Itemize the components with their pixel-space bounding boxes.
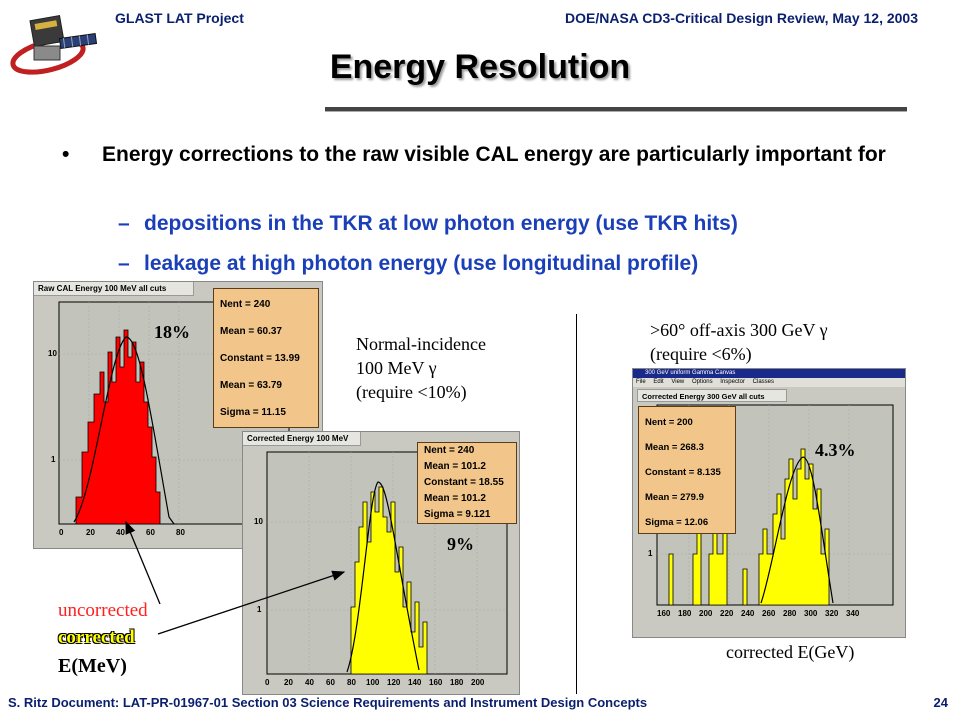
corr100-ytick-10: 10 [254, 517, 263, 526]
stat-nent: Nent = 240 [220, 299, 271, 310]
bullet-dot: • [62, 143, 70, 166]
header-project: GLAST LAT Project [115, 10, 244, 26]
vertical-divider [576, 314, 577, 694]
stat-constant: Constant = 8.135 [645, 467, 721, 478]
raw-xtick: 80 [176, 528, 185, 537]
annotation-line: >60° off-axis 300 GeV γ [650, 320, 828, 340]
raw-plot-title: Raw CAL Energy 100 MeV all cuts [34, 282, 194, 296]
stat-nent: Nent = 200 [645, 417, 693, 428]
corr100-xtick: 160 [429, 678, 443, 687]
corr300-xtick: 160 [657, 609, 671, 618]
sub-bullet-1-text: depositions in the TKR at low photon ene… [144, 212, 738, 235]
corr300-xtick: 280 [783, 609, 797, 618]
raw-xtick: 60 [146, 528, 155, 537]
corr300-resolution-label: 4.3% [815, 440, 856, 460]
stat-mean: Mean = 268.3 [645, 442, 704, 453]
corr100-xtick: 80 [347, 678, 356, 687]
corr300-xtick: 200 [699, 609, 713, 618]
sub-bullet-2-text: leakage at high photon energy (use longi… [144, 252, 699, 275]
xlabel-gev: corrected E(GeV) [726, 642, 855, 662]
menu-classes[interactable]: Classes [752, 379, 774, 385]
legend-corrected: corrected [58, 627, 135, 648]
corr100-xtick: 0 [265, 678, 270, 687]
dash-marker: – [118, 212, 130, 235]
menu-options[interactable]: Options [691, 379, 713, 385]
corr100-xtick: 60 [326, 678, 335, 687]
header-review: DOE/NASA CD3-Critical Design Review, May… [565, 10, 918, 26]
corr300-stats-box: Nent = 200 Mean = 268.3 Constant = 8.135… [638, 406, 736, 534]
annotation-line: (require <10%) [356, 382, 467, 402]
corr100-resolution-label: 9% [447, 534, 474, 554]
corr300-ytick-1: 1 [648, 549, 653, 558]
corr300-xtick: 260 [762, 609, 776, 618]
raw-ytick-1: 1 [51, 455, 56, 464]
dash-marker: – [118, 252, 130, 275]
corr300-xtick: 340 [846, 609, 860, 618]
raw-stats-box: Nent = 240 Mean = 60.37 Constant = 13.99… [213, 288, 319, 428]
menu-view[interactable]: View [671, 379, 685, 385]
corr300-xtick: 320 [825, 609, 839, 618]
corr100-xtick: 140 [408, 678, 422, 687]
stat-constant: Constant = 18.55 [424, 477, 504, 488]
sub-bullet-1: – depositions in the TKR at low photon en… [118, 212, 738, 236]
stat-sigma: Sigma = 9.121 [424, 509, 491, 520]
main-bullet-text: Energy corrections to the raw visible CA… [102, 143, 886, 166]
corr100-xtick: 180 [450, 678, 464, 687]
raw-xtick: 40 [116, 528, 125, 537]
corr100-stats-box: Nent = 240 Mean = 101.2 Constant = 18.55… [417, 442, 517, 524]
normal-incidence-annotation: Normal-incidence 100 MeV γ (require <10%… [356, 332, 486, 404]
off-axis-annotation: >60° off-axis 300 GeV γ (require <6%) [650, 318, 828, 366]
footer-page-number: 24 [933, 695, 948, 710]
corr300-plot-title: Corrected Energy 300 GeV all cuts [637, 389, 787, 402]
stat-fit-mean: Mean = 279.9 [645, 492, 704, 503]
footer-document: S. Ritz Document: LAT-PR-01967-01 Sectio… [8, 695, 648, 710]
stat-sigma: Sigma = 12.06 [645, 517, 709, 528]
menu-file[interactable]: File [636, 379, 646, 385]
slide-title: Energy Resolution [329, 48, 631, 86]
corr100-xtick: 100 [366, 678, 380, 687]
corr100-xtick: 40 [305, 678, 314, 687]
corr100-xtick: 20 [284, 678, 293, 687]
corrected-300gev-window: 300 GeV uniform Gamma Canvas File Edit V… [632, 368, 906, 638]
stat-fit-mean: Mean = 101.2 [424, 493, 486, 504]
stat-fit-mean: Mean = 63.79 [220, 380, 282, 391]
corr300-xtick: 180 [678, 609, 692, 618]
legend-uncorrected: uncorrected [58, 600, 148, 621]
stat-mean: Mean = 60.37 [220, 326, 282, 337]
corr100-xtick: 200 [471, 678, 485, 687]
stat-sigma: Sigma = 11.15 [220, 407, 286, 418]
corr300-xtick: 220 [720, 609, 734, 618]
raw-ytick-10: 10 [48, 349, 57, 358]
stat-constant: Constant = 13.99 [220, 353, 300, 364]
stat-nent: Nent = 240 [424, 445, 475, 456]
window-titlebar: 300 GeV uniform Gamma Canvas [633, 369, 905, 378]
corr300-xtick: 240 [741, 609, 755, 618]
corr100-ytick-1: 1 [257, 605, 262, 614]
raw-xtick: 0 [59, 528, 64, 537]
menu-inspector[interactable]: Inspector [720, 379, 745, 385]
corr300-xtick: 300 [804, 609, 818, 618]
annotation-line: Normal-incidence [356, 334, 486, 354]
corrected-100mev-plot: Corrected Energy 100 MeV 10 1 0 20 40 60… [242, 431, 520, 695]
raw-resolution-label: 18% [154, 322, 190, 342]
sub-bullet-2: – leakage at high photon energy (use long… [118, 252, 698, 276]
glast-satellite-logo [10, 15, 98, 75]
corr100-plot-title: Corrected Energy 100 MeV [243, 432, 361, 446]
window-menubar: File Edit View Options Inspector Classes [633, 378, 905, 387]
annotation-line: 100 MeV γ [356, 358, 437, 378]
title-underline [325, 107, 907, 112]
stat-mean: Mean = 101.2 [424, 461, 486, 472]
annotation-line: (require <6%) [650, 344, 752, 364]
menu-edit[interactable]: Edit [653, 379, 664, 385]
raw-xtick: 20 [86, 528, 95, 537]
corr100-xtick: 120 [387, 678, 401, 687]
xlabel-mev: E(MeV) [58, 655, 127, 677]
